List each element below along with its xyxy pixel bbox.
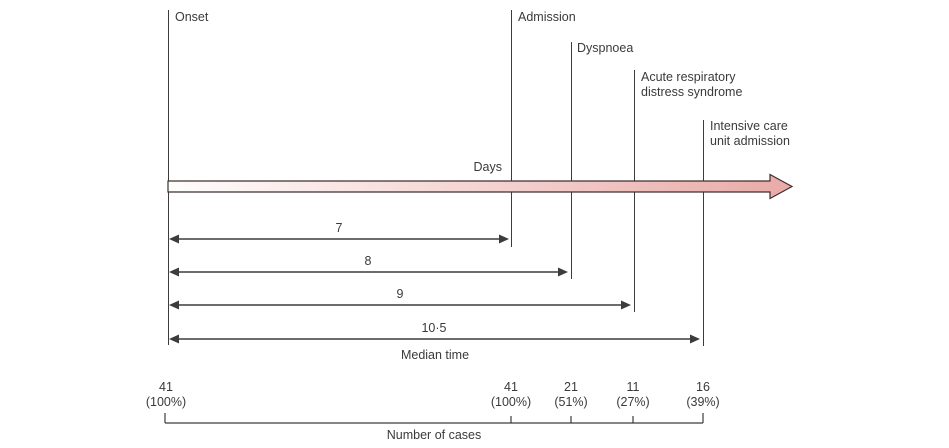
case-percent: (51%) <box>554 395 588 409</box>
measure-arrow-7 <box>169 234 509 244</box>
measure-arrow-8 <box>169 267 568 277</box>
event-label-line: Intensive care <box>710 119 788 133</box>
case-count: 11 <box>626 380 640 394</box>
event-label-onset: Onset <box>175 10 208 25</box>
number-of-cases-caption: Number of cases <box>386 428 482 442</box>
case-count: 41 <box>159 380 173 394</box>
axis-label-days: Days <box>473 160 502 174</box>
event-label-ards: Acute respiratory distress syndrome <box>641 70 742 100</box>
event-label-line: Onset <box>175 10 209 24</box>
case-count-ards: 11 (27%) <box>616 380 649 410</box>
case-count-icu: 16 (39%) <box>686 380 719 410</box>
event-label-icu: Intensive care unit admission <box>710 119 790 149</box>
event-line-admission <box>511 10 512 247</box>
case-count-admission: 41 (100%) <box>491 380 531 410</box>
median-time-caption: Median time <box>400 348 470 362</box>
time-arrow-shape <box>167 173 794 200</box>
measure-arrow-10-5 <box>169 334 700 344</box>
event-label-line: Admission <box>518 10 576 24</box>
case-percent: (27%) <box>616 395 650 409</box>
event-line-onset <box>168 10 169 345</box>
case-percent: (39%) <box>686 395 720 409</box>
event-label-dyspnoea: Dyspnoea <box>577 41 633 56</box>
median-value-10-5: 10·5 <box>421 321 447 335</box>
case-percent: (100%) <box>490 395 532 409</box>
event-line-dyspnoea <box>571 42 572 279</box>
median-value-9: 9 <box>396 287 404 301</box>
event-label-line: distress syndrome <box>641 85 743 99</box>
event-label-line: Acute respiratory <box>641 70 736 84</box>
event-line-icu <box>703 120 704 346</box>
event-label-line: Dyspnoea <box>577 41 634 55</box>
case-percent: (100%) <box>145 395 187 409</box>
case-count: 16 <box>696 380 710 394</box>
case-count-dyspnoea: 21 (51%) <box>554 380 587 410</box>
event-label-admission: Admission <box>518 10 576 25</box>
cases-bracket <box>164 413 704 424</box>
case-count: 21 <box>564 380 578 394</box>
case-count: 41 <box>504 380 518 394</box>
event-label-line: unit admission <box>710 134 790 148</box>
measure-arrow-9 <box>169 300 631 310</box>
median-value-7: 7 <box>335 221 343 235</box>
case-count-onset: 41 (100%) <box>146 380 186 410</box>
median-value-8: 8 <box>364 254 372 268</box>
